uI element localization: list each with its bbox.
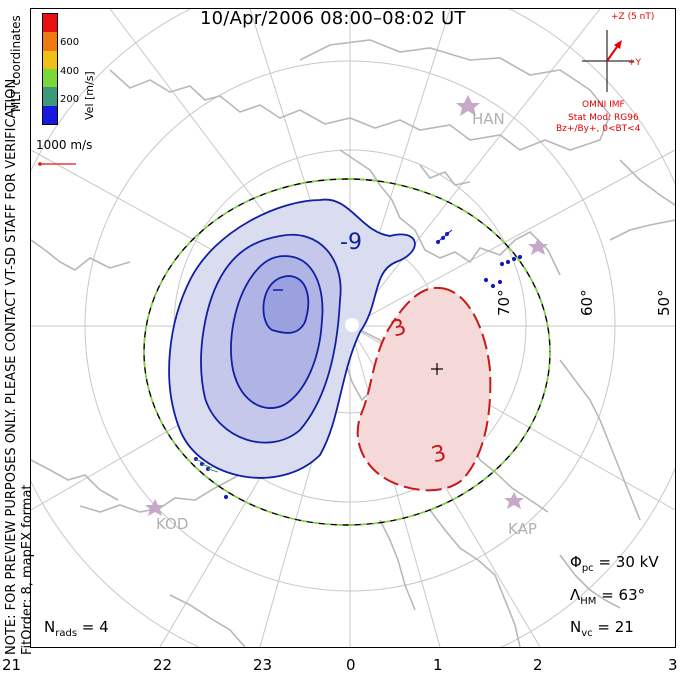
latitude-label-50: 50° <box>655 289 673 316</box>
positive-convection-cell <box>356 286 492 492</box>
heppner-maynard-boundary-dash <box>143 178 551 526</box>
heppner-maynard-latitude: ΛHM = 63° <box>570 586 646 607</box>
cross-polar-potential: Φpc = 30 kV <box>570 553 659 574</box>
imf-y-label: +Y <box>628 58 642 68</box>
velocity-vectors <box>194 229 523 500</box>
negative-contour-label: -9 <box>340 230 362 255</box>
pole-marker <box>345 318 359 332</box>
velocity-colorbar <box>42 13 58 125</box>
fit-order-note: FitOrder: 8, mapEX format <box>20 484 35 655</box>
imf-condition-label: Bz+/By+, 0<BT<4 <box>556 124 641 134</box>
colorbar-segment <box>43 105 57 124</box>
latitude-label-60: 60° <box>578 289 596 316</box>
radar-count: Nrads = 4 <box>44 618 109 639</box>
map-title: 10/Apr/2006 08:00–08:02 UT <box>200 8 466 29</box>
mlt-label-3: 3 <box>668 656 678 674</box>
mlt-label-23: 23 <box>253 656 273 674</box>
colorbar-segment <box>43 32 57 51</box>
colorbar-segment <box>43 68 57 88</box>
station-label-han: HAN <box>472 110 505 128</box>
mlt-label-21: 21 <box>2 656 22 674</box>
mlt-label-22: 22 <box>153 656 173 674</box>
colorbar-segment <box>43 87 57 106</box>
imf-z-label: +Z (5 nT) <box>611 12 655 22</box>
colorbar-segment <box>43 14 57 33</box>
mlt-label-0: 0 <box>346 656 356 674</box>
station-marker-kap <box>504 492 524 509</box>
colorbar-unit-label: Vel [m/s] <box>83 71 96 120</box>
mlt-label-1: 1 <box>433 656 443 674</box>
station-marker-kod <box>145 499 165 516</box>
latitude-label-70: 70° <box>495 289 513 316</box>
negative-convection-cell <box>168 198 416 479</box>
vector-count: Nvc = 21 <box>570 618 634 639</box>
station-marker-sas <box>528 238 548 255</box>
preview-note: NOTE: FOR PREVIEW PURPOSES ONLY. PLEASE … <box>4 74 19 655</box>
colorbar-segment <box>43 50 57 69</box>
plot-frame <box>30 8 676 648</box>
station-label-kod: KOD <box>156 515 189 533</box>
velocity-scale-label: 1000 m/s <box>36 138 93 152</box>
negative-contour-inner <box>262 275 310 334</box>
colorbar-tick-600: 600 <box>60 37 80 48</box>
station-markers <box>145 95 548 516</box>
colorbar-tick-200: 200 <box>60 94 80 105</box>
velocity-scale-bar <box>38 162 76 166</box>
mlt-label-2: 2 <box>533 656 543 674</box>
imf-model-label: Stat Mod: RG96 <box>568 113 639 123</box>
station-label-kap: KAP <box>508 520 537 538</box>
imf-clock <box>582 30 634 92</box>
colorbar-tick-400: 400 <box>60 66 80 77</box>
station-marker-han <box>456 95 480 116</box>
coordinate-system-label: MLT coordinates <box>9 15 23 112</box>
imf-source-label: OMNI IMF <box>582 100 625 110</box>
